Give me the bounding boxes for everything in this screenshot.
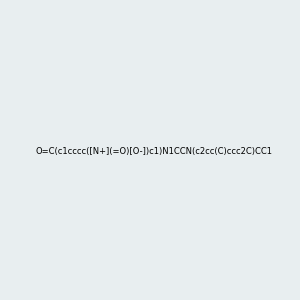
Text: O=C(c1cccc([N+](=O)[O-])c1)N1CCN(c2cc(C)ccc2C)CC1: O=C(c1cccc([N+](=O)[O-])c1)N1CCN(c2cc(C)… [35,147,272,156]
